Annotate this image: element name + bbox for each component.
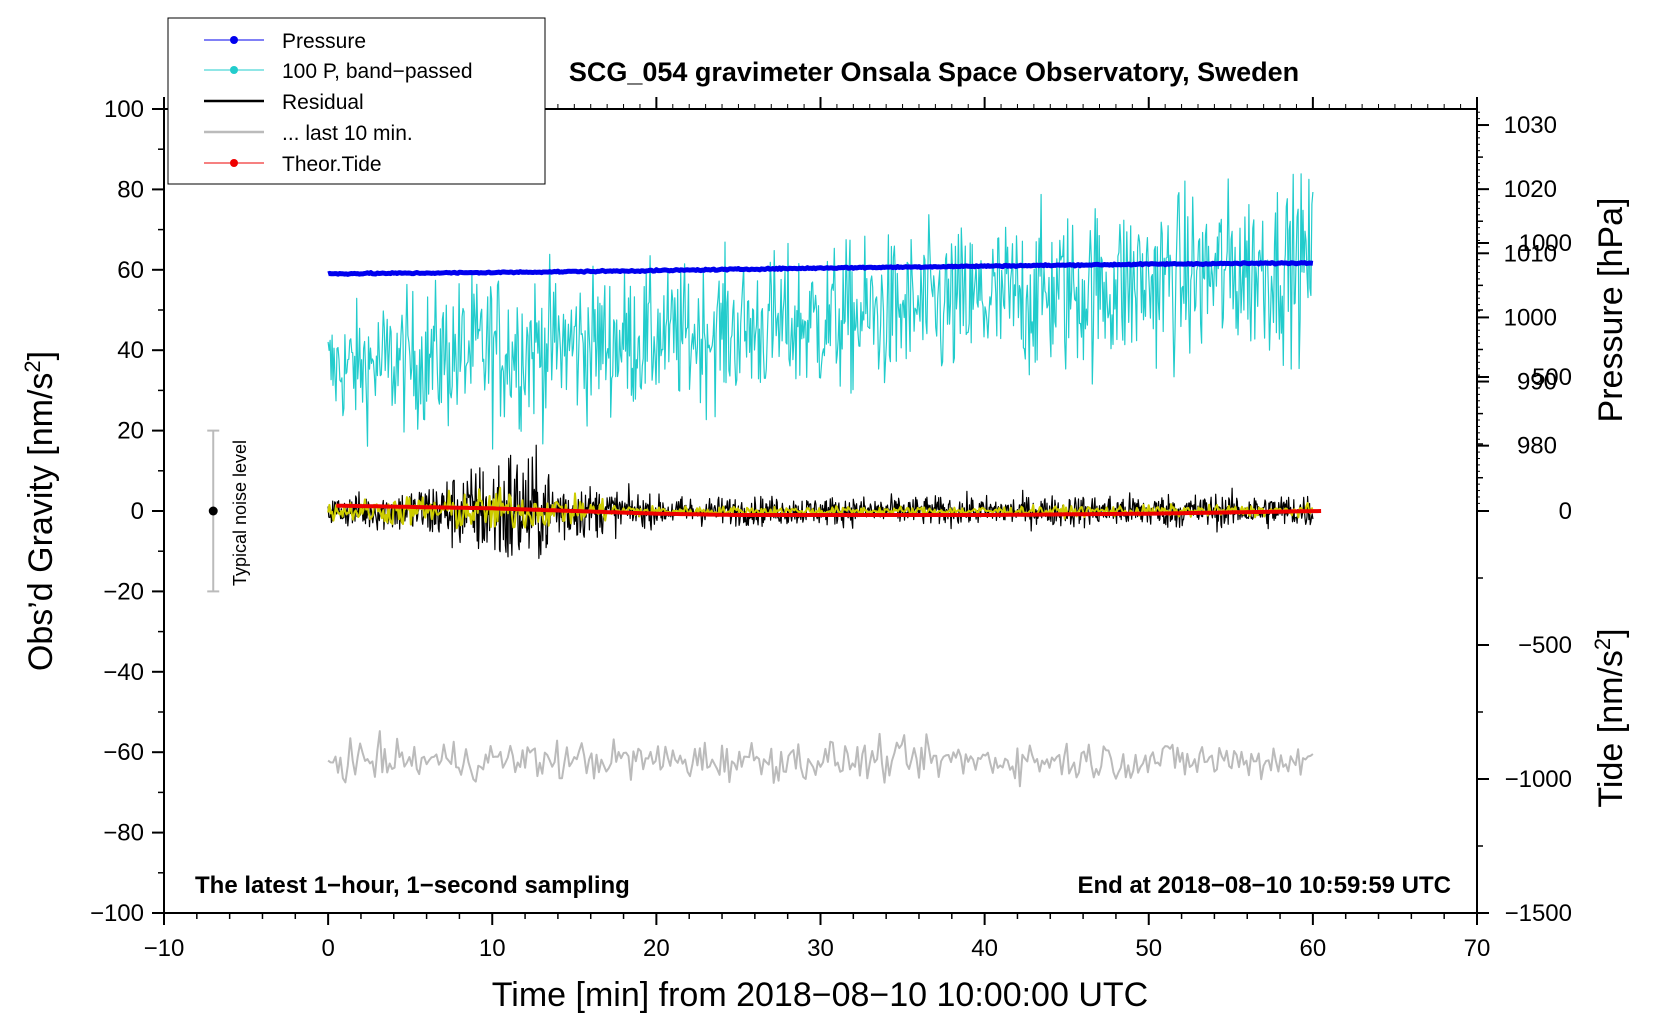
series-last-10-min [327, 730, 1314, 788]
tide-tick-label: 0 [1559, 498, 1572, 525]
y-axis-label-tide-main: Tide [nm/s [1592, 650, 1630, 807]
x-tick-label: 50 [1135, 935, 1162, 962]
legend-sample-dot [230, 66, 238, 74]
y-axis-label-left-main: Obs’d Gravity [nm/s [22, 373, 60, 672]
data-layer [327, 173, 1322, 788]
x-tick-label: 40 [971, 935, 998, 962]
y-tick-label: 80 [117, 176, 144, 203]
legend-label-pressure: Pressure [282, 30, 366, 53]
tide-tick-label: 1000 [1519, 230, 1572, 257]
y-axis-label-pressure: Pressure [hPa] [1592, 198, 1630, 423]
tide-tick-label: −1000 [1505, 766, 1572, 793]
noise-center-dot [208, 506, 218, 516]
y-tick-label: 0 [131, 498, 144, 525]
legend-label-last-10-min: ... last 10 min. [282, 122, 413, 145]
x-tick-label: 0 [321, 935, 334, 962]
noise-level-label: Typical noise level [230, 440, 250, 586]
y-axis-label-tide-end: ] [1592, 628, 1630, 637]
chart-title: SCG_054 gravimeter Onsala Space Observat… [569, 57, 1299, 87]
legend-label-band-passed: 100 P, band−passed [282, 60, 473, 83]
y-tick-label: −80 [103, 820, 144, 847]
y-axis-label-left-end: ] [22, 351, 60, 360]
y-tick-label: 40 [117, 337, 144, 364]
tide-tick-label: −1500 [1505, 900, 1572, 927]
legend-sample-dot [230, 159, 238, 167]
x-tick-label: −10 [144, 935, 185, 962]
y-tick-label: −40 [103, 659, 144, 686]
y-axis-label-tide: Tide [nm/s2] [1590, 628, 1630, 807]
pressure-tick-label: 1020 [1504, 176, 1557, 203]
legend-label-theor-tide: Theor.Tide [282, 153, 382, 176]
y-tick-label: −100 [90, 900, 144, 927]
tide-tick-label: −500 [1518, 632, 1572, 659]
pressure-tick-label: 990 [1517, 369, 1557, 396]
pressure-tick-label: 980 [1517, 433, 1557, 460]
tide-tick-label: 500 [1532, 364, 1572, 391]
legend-sample-dot [230, 36, 238, 44]
y-tick-label: −60 [103, 739, 144, 766]
x-tick-label: 30 [807, 935, 834, 962]
pressure-tick-label: 1030 [1504, 112, 1557, 139]
x-tick-label: 70 [1464, 935, 1491, 962]
legend-label-residual: Residual [282, 91, 364, 114]
pressure-tick-label: 1000 [1504, 304, 1557, 331]
pressure-tick-label: 1010 [1504, 240, 1557, 267]
y-axis-label-tide-sup: 2 [1590, 638, 1615, 650]
y-axis-label-left: Obs’d Gravity [nm/s2] [20, 351, 60, 671]
noise-level-indicator [207, 429, 220, 593]
y-tick-label: 60 [117, 257, 144, 284]
x-axis-label: Time [min] from 2018−08−10 10:00:00 UTC [492, 976, 1148, 1014]
y-tick-label: 100 [104, 96, 144, 123]
x-tick-label: 60 [1300, 935, 1327, 962]
x-tick-label: 10 [479, 935, 506, 962]
legend: Pressure 100 P, band−passed Residual ...… [167, 17, 546, 185]
y-tick-label: 20 [117, 418, 144, 445]
series-theor-tide [336, 503, 1322, 517]
series-pressure [327, 260, 1314, 277]
y-axis-label-left-sup: 2 [20, 360, 45, 372]
ticks-layer: −10 0 10 20 30 40 50 60 70100806040200−20−40−60−… [90, 96, 1572, 962]
annotation-sampling: The latest 1−hour, 1−second sampling [195, 872, 630, 899]
legend-items [204, 36, 264, 167]
annotation-end-time: End at 2018−08−10 10:59:59 UTC [1077, 872, 1451, 899]
x-tick-label: 20 [643, 935, 670, 962]
series-band-passed-pressure [327, 173, 1314, 450]
y-tick-label: −20 [103, 578, 144, 605]
